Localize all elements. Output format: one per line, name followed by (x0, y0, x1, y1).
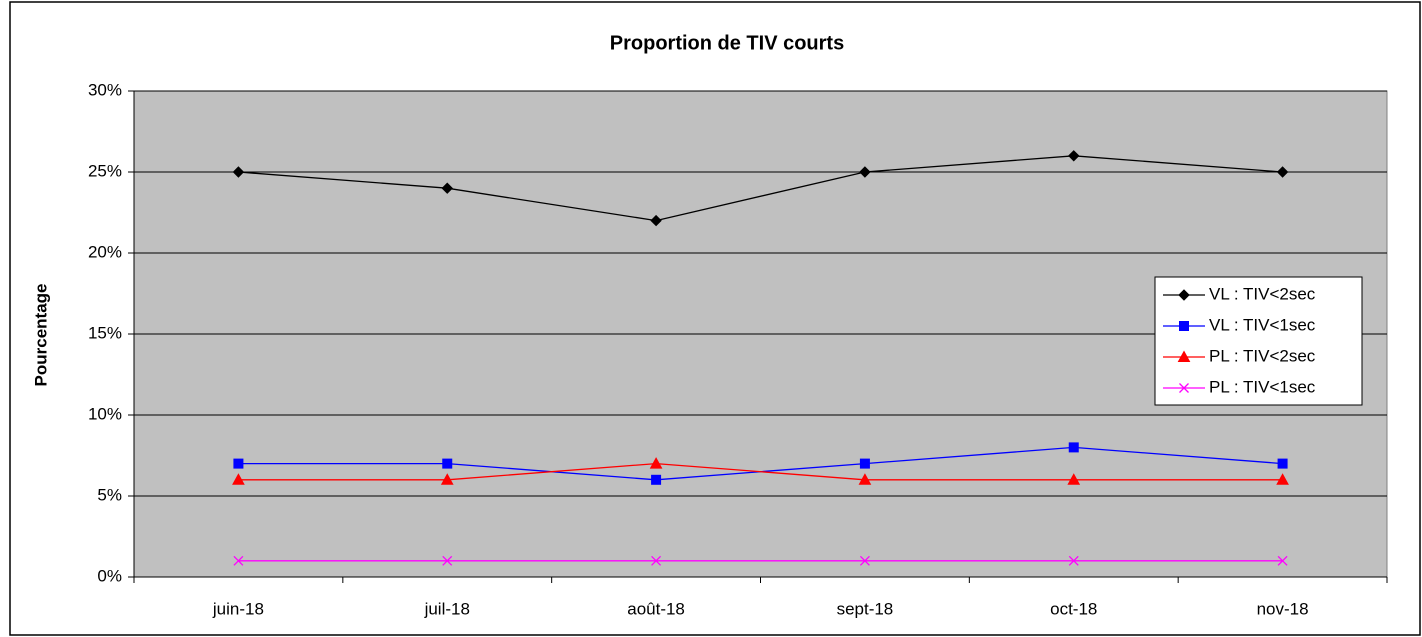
marker (440, 473, 454, 485)
marker (441, 182, 453, 194)
marker (651, 555, 662, 566)
legend-box (1154, 276, 1363, 406)
marker (442, 458, 453, 469)
marker (1277, 555, 1288, 566)
marker (1068, 150, 1080, 162)
legend-label: VL : TIV<1sec (1209, 315, 1316, 334)
marker (233, 458, 244, 469)
marker (1179, 383, 1189, 393)
marker (1178, 289, 1190, 301)
y-tick-label: 5% (97, 485, 122, 504)
y-tick-label: 0% (97, 566, 122, 585)
y-tick-label: 30% (88, 80, 122, 99)
marker (651, 474, 662, 485)
legend-label: VL : TIV<2sec (1209, 284, 1316, 303)
marker (442, 555, 453, 566)
y-tick-label: 10% (88, 404, 122, 423)
y-tick-label: 20% (88, 242, 122, 261)
x-tick-label: sept-18 (837, 599, 894, 618)
marker (859, 458, 870, 469)
marker (1177, 350, 1191, 362)
marker (858, 473, 872, 485)
series-line (238, 155, 1283, 222)
marker (1276, 166, 1289, 178)
x-tick-label: août-18 (627, 599, 685, 618)
y-tick-label: 15% (88, 323, 122, 342)
marker (859, 555, 870, 566)
marker (1067, 473, 1081, 485)
y-tick-label: 25% (88, 161, 122, 180)
chart-title: Proportion de TIV courts (610, 32, 844, 54)
marker (1276, 473, 1289, 485)
x-tick-label: nov-18 (1257, 599, 1309, 618)
legend-label: PL : TIV<2sec (1209, 346, 1316, 365)
marker (650, 214, 662, 227)
marker (1179, 321, 1189, 331)
x-tick-label: oct-18 (1050, 599, 1097, 618)
marker (649, 457, 663, 469)
x-tick-label: juil-18 (424, 599, 470, 618)
series-line (238, 462, 1283, 481)
legend: VL : TIV<2sec VL : TIV<1sec PL : TIV<2sec P… (1154, 276, 1363, 406)
marker (1068, 442, 1079, 453)
y-axis-label: Pourcentage (31, 284, 50, 387)
marker (1277, 458, 1288, 469)
legend-label: PL : TIV<1sec (1209, 377, 1316, 396)
marker (1068, 555, 1079, 566)
marker (859, 166, 871, 178)
x-tick-label: juin-18 (212, 599, 264, 618)
marker (232, 166, 245, 178)
marker (232, 473, 245, 485)
marker (233, 555, 244, 566)
